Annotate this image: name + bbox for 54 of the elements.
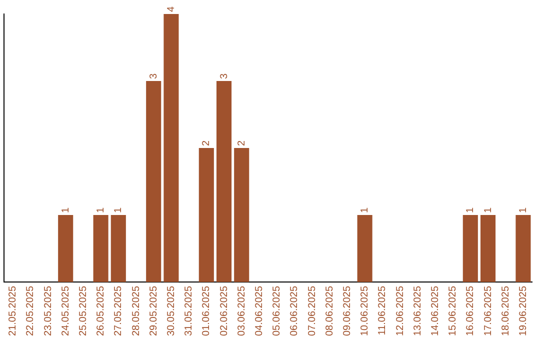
x-tick-label: 02.06.2025	[218, 286, 230, 336]
data-label: 2	[236, 140, 248, 146]
data-label: 1	[113, 206, 124, 213]
bar	[93, 214, 108, 282]
bar	[234, 148, 250, 282]
data-label: 3	[148, 72, 160, 79]
x-tick-label: 08.06.2025	[324, 286, 336, 336]
x-tick-label: 21.05.2025	[8, 286, 19, 336]
x-tick-label: 01.06.2025	[201, 286, 212, 336]
bar	[146, 80, 162, 282]
x-tick-label: 30.05.2025	[166, 286, 177, 336]
data-label: 2	[201, 140, 212, 146]
x-tick-label: 09.06.2025	[342, 286, 353, 336]
x-tick-label: 26.05.2025	[96, 286, 107, 336]
bar	[110, 214, 126, 282]
bar	[216, 80, 232, 282]
data-label: 1	[360, 206, 371, 213]
x-tick-label: 04.06.2025	[254, 286, 265, 336]
bar	[516, 214, 531, 282]
x-tick-label: 23.05.2025	[42, 286, 54, 336]
data-label: 3	[218, 72, 230, 79]
data-label: 1	[518, 206, 529, 213]
x-tick-label: 25.05.2025	[78, 286, 89, 336]
x-tick-label: 12.06.2025	[394, 286, 406, 336]
x-tick-label: 07.06.2025	[306, 286, 318, 336]
bar	[164, 14, 179, 282]
x-tick-label: 29.05.2025	[148, 286, 160, 336]
x-tick-label: 11.06.2025	[377, 286, 388, 336]
data-label: 1	[96, 206, 107, 213]
x-tick-label: 14.06.2025	[430, 286, 441, 336]
x-tick-label: 13.06.2025	[412, 286, 424, 336]
bar	[462, 214, 478, 282]
x-tick-label: 15.06.2025	[448, 286, 459, 336]
x-tick-label: 19.06.2025	[518, 286, 529, 336]
data-label: 1	[465, 206, 476, 213]
x-tick-label: 05.06.2025	[272, 286, 283, 336]
x-tick-label: 03.06.2025	[236, 286, 248, 336]
x-tick-label: 16.06.2025	[465, 286, 476, 336]
bar	[357, 214, 372, 282]
x-tick-label: 31.05.2025	[184, 286, 195, 336]
data-label: 4	[166, 6, 177, 12]
x-tick-label: 28.05.2025	[130, 286, 142, 336]
x-tick-label: 18.06.2025	[500, 286, 512, 336]
data-label: 1	[482, 206, 494, 213]
x-tick-label: 17.06.2025	[482, 286, 494, 336]
x-tick-label: 10.06.2025	[360, 286, 371, 336]
x-tick-label: 24.05.2025	[60, 286, 72, 336]
bar	[58, 214, 74, 282]
bar	[198, 148, 214, 282]
data-label: 1	[60, 206, 72, 213]
bar	[480, 214, 496, 282]
x-tick-label: 06.06.2025	[289, 286, 300, 336]
x-tick-label: 27.05.2025	[113, 286, 124, 336]
x-tick-label: 22.05.2025	[25, 286, 36, 336]
